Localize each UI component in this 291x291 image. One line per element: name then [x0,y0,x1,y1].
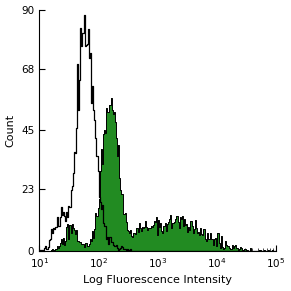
X-axis label: Log Fluorescence Intensity: Log Fluorescence Intensity [83,276,232,285]
Y-axis label: Count: Count [6,114,15,147]
